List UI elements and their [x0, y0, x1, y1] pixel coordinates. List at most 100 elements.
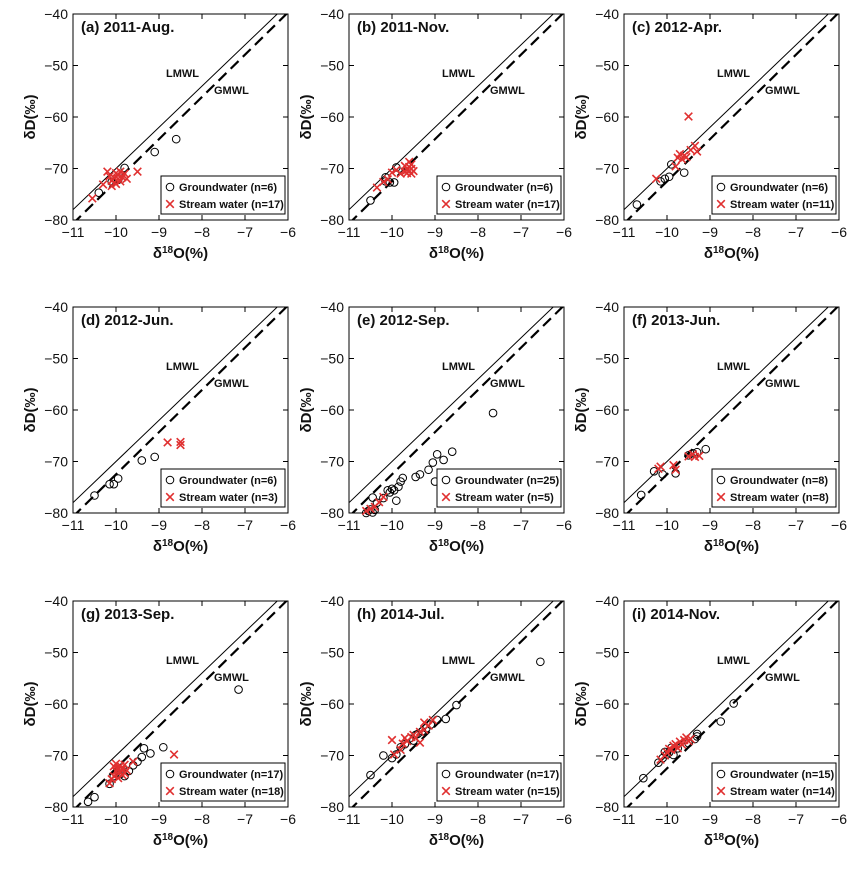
gmwl-label: GMWL: [214, 672, 249, 684]
legend-circle-marker: [165, 182, 175, 192]
groundwater-point: [536, 657, 545, 667]
x-tick-label: −10: [104, 517, 128, 533]
x-tick-label: −6: [556, 811, 572, 827]
groundwater-point: [649, 466, 659, 476]
y-axis-label: δD(‰): [573, 95, 590, 140]
x-tick-label: −6: [831, 517, 847, 533]
x-tick-label: −6: [280, 811, 296, 827]
stream-water-point: [651, 174, 661, 184]
y-tick-label: −40: [595, 593, 619, 609]
x-tick-label: −6: [280, 224, 296, 240]
groundwater-point: [447, 447, 457, 457]
stream-water-point: [424, 721, 433, 730]
x-axis-label: δ18O(%): [429, 538, 484, 556]
x-axis-label: δ18O(%): [153, 245, 208, 263]
y-tick-label: −70: [320, 454, 344, 470]
stream-water-point: [396, 745, 405, 755]
y-axis-label: δD(‰): [22, 388, 39, 433]
x-tick-label: −11: [613, 811, 636, 827]
legend-x-marker: [165, 786, 175, 796]
lmwl-label: LMWL: [717, 68, 750, 80]
x-tick-label: −8: [745, 224, 761, 240]
stream-water-point: [666, 745, 676, 755]
stream-water-point: [389, 750, 399, 759]
stream-water-point: [361, 506, 371, 516]
y-tick-label: −70: [44, 454, 68, 470]
chart-panel: −11 −10 −9 −8 −7 −6 −40 −50 −60 −70 −80 δ18O(%) δD(‰…: [298, 6, 572, 263]
groundwater-point: [146, 749, 155, 758]
x-tick-label: −9: [427, 811, 443, 827]
legend-x-marker: [716, 492, 726, 502]
legend-entry-label: Stream water (n=14): [730, 786, 835, 798]
gmwl-label: GMWL: [765, 672, 800, 684]
groundwater-point: [234, 685, 243, 694]
lmwl-label: LMWL: [442, 361, 475, 373]
x-tick-label: −10: [104, 811, 128, 827]
x-tick-label: −11: [62, 224, 85, 240]
legend-box: [436, 762, 562, 802]
legend-entry-label: Groundwater (n=15): [730, 769, 835, 781]
stream-water-point: [387, 735, 397, 745]
groundwater-point: [366, 770, 375, 780]
panel-title: (b) 2011-Nov.: [357, 19, 449, 36]
stream-water-point: [383, 174, 393, 184]
x-tick-label: −6: [556, 517, 572, 533]
x-tick-label: −10: [655, 811, 679, 827]
x-axis-label: δ18O(%): [429, 832, 484, 850]
x-tick-label: −8: [470, 517, 486, 533]
stream-water-point: [122, 766, 132, 775]
x-tick-label: −7: [237, 224, 253, 240]
legend-circle-marker: [165, 769, 175, 779]
legend-box: [160, 468, 286, 508]
stream-water-point: [671, 162, 680, 171]
legend-x-marker: [716, 199, 726, 209]
legend-circle-marker: [716, 475, 726, 485]
y-tick-label: −80: [595, 505, 619, 521]
y-axis-label: δD(‰): [573, 682, 590, 727]
y-tick-label: −70: [320, 748, 344, 764]
gmwl-label: GMWL: [490, 672, 525, 684]
x-tick-label: −11: [613, 517, 636, 533]
x-axis-label: δ18O(%): [704, 832, 759, 850]
groundwater-point: [90, 491, 99, 500]
stream-water-point: [133, 167, 142, 176]
x-tick-label: −10: [655, 224, 679, 240]
groundwater-point: [692, 447, 702, 457]
y-tick-label: −60: [44, 696, 68, 712]
x-tick-label: −8: [194, 811, 210, 827]
lmwl-label: LMWL: [717, 361, 750, 373]
stream-water-point: [406, 160, 416, 169]
stream-water-point: [109, 771, 119, 781]
y-tick-label: −60: [595, 402, 619, 418]
groundwater-point: [396, 742, 405, 752]
x-tick-label: −9: [702, 517, 718, 533]
y-tick-label: −60: [595, 696, 619, 712]
y-tick-label: −40: [44, 593, 68, 609]
x-tick-label: −9: [151, 517, 167, 533]
y-tick-label: −80: [595, 799, 619, 815]
groundwater-point: [379, 751, 388, 760]
y-axis-label: δD(‰): [573, 388, 590, 433]
y-tick-label: −70: [320, 161, 344, 177]
y-tick-label: −60: [44, 109, 68, 125]
groundwater-point: [90, 792, 99, 802]
x-axis-label: δ18O(%): [429, 245, 484, 263]
groundwater-point: [392, 496, 401, 505]
y-tick-label: −80: [44, 799, 68, 815]
legend-entry-label: Groundwater (n=6): [455, 182, 553, 194]
y-tick-label: −80: [44, 505, 68, 521]
y-tick-label: −50: [595, 645, 619, 661]
stream-water-point: [366, 504, 375, 514]
stream-water-point: [120, 169, 129, 179]
chart-panel: −11 −10 −9 −8 −7 −6 −40 −50 −60 −70 −80 δ18O(%) δD(‰…: [22, 299, 296, 555]
chart-panel: −11 −10 −9 −8 −7 −6 −40 −50 −60 −70 −80 δ18O(%) δD(‰…: [298, 299, 572, 556]
y-tick-label: −60: [320, 696, 344, 712]
legend-circle-marker: [716, 769, 726, 779]
panel-title: (a) 2011-Aug.: [81, 19, 174, 36]
groundwater-point: [639, 773, 648, 783]
legend-circle-marker: [441, 182, 451, 192]
stream-water-point: [669, 460, 678, 470]
groundwater-point: [398, 473, 408, 483]
